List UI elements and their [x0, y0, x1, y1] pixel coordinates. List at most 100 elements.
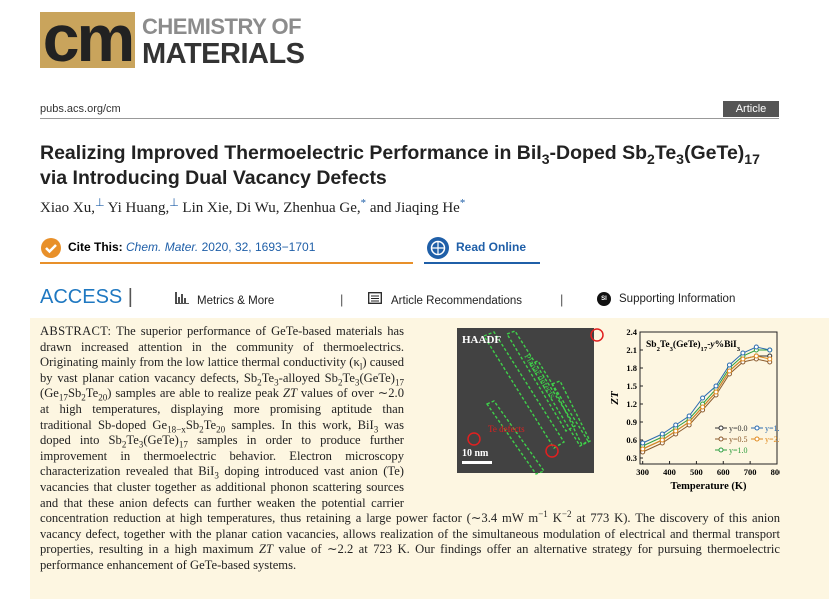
sub-run: 3 [676, 150, 684, 167]
x-tick-label: 600 [717, 467, 730, 477]
sub-run: 17 [701, 346, 708, 353]
legend-label: y=2.0 [765, 435, 780, 444]
si-icon: SI [597, 292, 611, 306]
authors: Xiao Xu,⊥ Yi Huang,⊥ Lin Xie, Di Wu, Zhe… [40, 197, 465, 217]
graphic: HAADF Planar defects Te defects 10 nm 30… [412, 324, 784, 500]
series-line [642, 355, 770, 450]
title: Realizing Improved Thermoelectric Perfor… [40, 141, 780, 191]
te-defect-marks [467, 328, 604, 458]
sub-run: 2 [121, 439, 127, 450]
sup-run: ⊥ [95, 197, 105, 209]
sub-run: 3 [354, 377, 360, 388]
legend-label: y=1.0 [729, 446, 748, 455]
sub-run: 2 [199, 424, 204, 435]
text-run: at 773 K). The discovery of this anion v… [40, 511, 780, 557]
divider: | [340, 292, 344, 307]
sub-run: l [359, 361, 363, 372]
x-tick-label: 800 [771, 467, 780, 477]
legend-marker [718, 425, 724, 431]
text-run: Lin Xie, Di Wu, Zhenhua Ge, [178, 200, 361, 216]
x-axis-label: Temperature (K) [670, 481, 747, 492]
globe-icon [427, 236, 449, 259]
sub-run: 3 [274, 377, 279, 388]
data-point [673, 428, 679, 434]
sub-run: 17 [178, 439, 188, 450]
text-run: and Jiaqing He [366, 200, 460, 216]
data-point [673, 422, 679, 428]
text-run: (GeTe) [673, 339, 701, 350]
sub-run: 3 [214, 470, 219, 481]
bar-icon [175, 292, 189, 305]
supporting[interactable]: SI Supporting Information [597, 292, 735, 306]
recommendations-label: Article Recommendations [391, 295, 523, 307]
text-run: (GeTe) [683, 142, 745, 164]
cite-details: 2020, 32, 1693−1701 [198, 240, 316, 254]
text-run: ) caused by vast planar cation vacancy d… [40, 355, 404, 385]
text-run: Te [126, 433, 139, 448]
read-online-label: Read Online [456, 240, 527, 254]
scale-label: 10 nm [462, 448, 489, 459]
read-online[interactable]: Read Online [424, 232, 540, 264]
data-point [767, 356, 773, 362]
series-line [642, 346, 770, 444]
rule [40, 118, 779, 119]
access-label: ACCESS | [40, 286, 134, 308]
sub-run: 3 [138, 439, 144, 450]
y-tick-label: 2.4 [626, 327, 637, 337]
legend-marker [754, 436, 760, 442]
y-tick-label: 1.2 [626, 399, 637, 409]
text-run: Te [660, 340, 670, 350]
legend-label: y=1.5 [765, 424, 780, 433]
sub-run: 2 [337, 377, 343, 388]
x-tick-label: 700 [744, 467, 757, 477]
data-point [753, 353, 759, 359]
y-tick-label: 1.5 [626, 381, 637, 391]
access-text: ACCESS [40, 286, 123, 308]
haadf-shade [457, 328, 594, 473]
sub-run: 17 [744, 150, 760, 167]
text-run: -alloyed Sb [278, 370, 338, 385]
scale-bar [462, 461, 492, 464]
text-run: via Introducing Dual Vacancy Defects [40, 167, 387, 189]
logo-mark: cm [40, 5, 135, 71]
legend-label: y=0.5 [729, 435, 748, 444]
abstract-label: ABSTRACT: [40, 324, 112, 338]
data-point [740, 356, 746, 362]
y-tick-label: 2.1 [626, 345, 637, 355]
i-run: y [709, 340, 715, 350]
text-run: Yi Huang, [104, 200, 170, 216]
x-tick-label: 500 [690, 467, 703, 477]
sub-run: 20 [216, 424, 226, 435]
data-point [700, 395, 706, 401]
data-point [713, 383, 719, 389]
data-point [686, 419, 692, 425]
recommendations[interactable]: Article Recommendations [368, 292, 522, 307]
url[interactable]: pubs.acs.org/cm [40, 103, 121, 115]
sub-run: 18−x [167, 424, 186, 435]
text-run: (GeTe) [143, 433, 179, 448]
data-point [686, 413, 692, 419]
journal[interactable]: Chem. Mater. [126, 240, 199, 254]
data-point [640, 440, 646, 446]
metrics[interactable]: Metrics & More [175, 292, 274, 307]
defect-outlines [482, 330, 591, 475]
sub-run: 20 [98, 392, 108, 403]
legend-marker [718, 447, 724, 453]
text-run: The superior performance of GeTe-based m… [40, 324, 404, 370]
abstract-text: The superior performance of GeTe-based m… [40, 324, 780, 572]
data-point [767, 347, 773, 353]
text-run: Sb [646, 340, 657, 350]
check-icon [41, 237, 61, 258]
data-point [726, 368, 732, 374]
text-run: ) samples are able to realize peak [107, 386, 283, 401]
series-line [642, 349, 770, 447]
text-run: (Ge [40, 386, 59, 401]
cite-label: Cite This: [68, 240, 123, 254]
doc-icon [368, 292, 382, 304]
sub-run: 2 [81, 392, 86, 403]
abstract-box [30, 318, 829, 599]
i-run: ZT [258, 542, 273, 557]
sub-run: 3 [737, 346, 741, 353]
data-point [640, 446, 646, 452]
plot-frame [639, 331, 778, 465]
